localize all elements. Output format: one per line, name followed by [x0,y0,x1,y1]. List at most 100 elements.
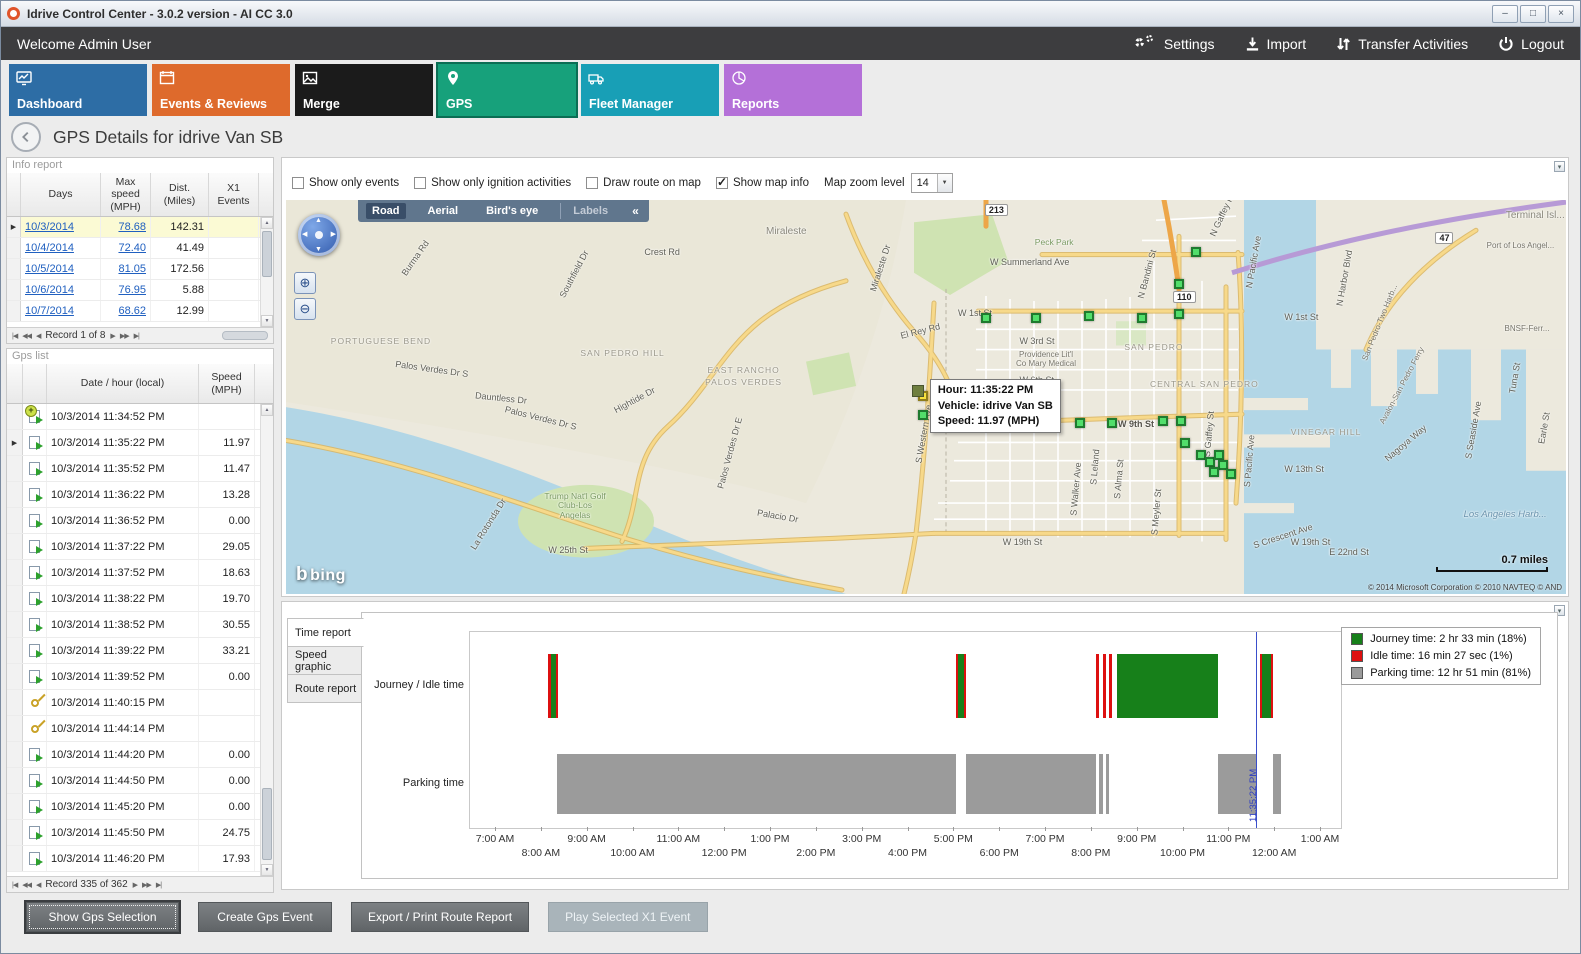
gps-marker[interactable] [1217,459,1228,470]
map-type-road[interactable]: Road [366,203,406,219]
column-header-max-speed[interactable]: Max speed (MPH) [101,173,151,216]
table-row[interactable]: 10/3/2014 11:37:52 PM 18.63 [7,560,273,586]
days-cell[interactable]: 10/3/2014 [21,217,101,237]
table-row[interactable]: ▶ 10/3/2014 78.68 142.31 [7,217,273,238]
scrollbar-thumb[interactable] [262,231,272,277]
table-row[interactable]: 10/3/2014 11:38:52 PM 30.55 [7,612,273,638]
table-row[interactable]: 10/3/2014 11:34:52 PM [7,404,273,430]
gps-marker[interactable] [1205,456,1216,467]
gps-marker[interactable] [1179,438,1190,449]
column-header-dist[interactable]: Dist. (Miles) [151,173,209,216]
max-speed-link[interactable]: 81.05 [118,263,146,275]
gps-marker[interactable] [1191,247,1202,258]
table-row[interactable]: 10/3/2014 11:44:14 PM [7,716,273,742]
pager-last-button[interactable]: ▶| [133,332,140,340]
zoom-out-button[interactable]: ⊖ [294,298,316,320]
pan-left-icon[interactable]: ◀ [302,231,308,238]
tab-merge[interactable]: Merge [295,64,433,116]
gps-marker[interactable] [1175,416,1186,427]
collapse-panel-icon[interactable]: ▾ [1554,161,1565,172]
day-link[interactable]: 10/6/2014 [25,284,74,296]
pager-first-button[interactable]: |◀ [12,332,18,340]
table-row[interactable]: 10/3/2014 11:36:52 PM 0.00 [7,508,273,534]
column-header-speed[interactable]: Speed (MPH) [199,364,255,403]
day-link[interactable]: 10/7/2014 [25,305,74,317]
table-row[interactable]: 10/3/2014 11:45:50 PM 24.75 [7,820,273,846]
pager-prev-button[interactable]: ◀ [35,881,41,889]
checkbox-draw-route[interactable]: Draw route on map [586,177,701,189]
table-row[interactable]: 10/3/2014 11:39:22 PM 33.21 [7,638,273,664]
gps-marker[interactable] [1157,416,1168,427]
minimize-button[interactable]: – [1492,4,1518,23]
scroll-down-icon[interactable]: ▼ [261,315,273,327]
map-type-aerial[interactable]: Aerial [427,205,459,217]
day-link[interactable]: 10/4/2014 [25,242,74,254]
pager-next-button[interactable]: ▶ [110,332,115,340]
pager-prev-button[interactable]: ◀ [35,332,41,340]
map-zoom-select[interactable]: 14 ▼ [910,173,953,193]
table-row[interactable]: 10/3/2014 11:40:15 PM [7,690,273,716]
tab-fleet-manager[interactable]: Fleet Manager [581,64,719,116]
pager-prev-page-button[interactable]: ◀◀ [22,332,32,340]
maximize-button[interactable]: □ [1520,4,1546,23]
table-row[interactable]: 10/5/2014 81.05 172.56 [7,259,273,280]
tab-gps[interactable]: GPS [436,62,578,118]
table-row[interactable]: 10/6/2014 76.95 5.88 [7,280,273,301]
checkbox-show-map-info[interactable]: Show map info [715,175,809,189]
compass-center[interactable] [315,231,323,239]
gps-marker[interactable] [981,313,992,324]
settings-button[interactable]: Settings [1134,35,1215,52]
checkbox-show-only-events[interactable]: Show only events [292,177,399,189]
table-row[interactable]: 10/3/2014 11:35:52 PM 11.47 [7,456,273,482]
table-row[interactable]: 10/3/2014 11:44:20 PM 0.00 [7,742,273,768]
logout-button[interactable]: Logout [1498,36,1564,52]
gps-marker-selected[interactable] [912,384,929,401]
timeline-plot[interactable]: 11:35:22 PM [469,631,1342,829]
gps-marker[interactable] [1214,449,1225,460]
gps-table-scrollbar[interactable]: ▲ ▼ [260,404,273,876]
transfer-activities-button[interactable]: Transfer Activities [1336,36,1468,52]
gps-marker[interactable] [1196,449,1207,460]
info-table-scrollbar[interactable]: ▲ ▼ [260,217,273,327]
back-button[interactable] [11,122,41,152]
horizontal-scrollbar-thumb[interactable] [222,331,268,340]
table-row[interactable]: 10/3/2014 11:39:52 PM 0.00 [7,664,273,690]
gps-marker[interactable] [1137,313,1148,324]
pager-next-button[interactable]: ▶ [132,881,138,889]
day-link[interactable]: 10/5/2014 [25,263,74,275]
import-button[interactable]: Import [1245,36,1306,52]
pager-last-button[interactable]: ▶| [155,881,162,889]
column-header-days[interactable]: Days [21,173,101,216]
table-row[interactable]: 10/3/2014 11:38:22 PM 19.70 [7,586,273,612]
days-cell[interactable]: 10/7/2014 [21,301,101,321]
column-header-x1-events[interactable]: X1 Events [209,173,259,216]
day-link[interactable]: 10/3/2014 [25,221,74,233]
checkbox-show-only-ignition[interactable]: Show only ignition activities [414,177,571,189]
max-speed-link[interactable]: 78.68 [118,221,146,233]
time-cursor[interactable] [1256,632,1258,828]
show-gps-selection-button[interactable]: Show Gps Selection [26,902,179,932]
max-speed-link[interactable]: 68.62 [118,305,146,317]
pager-prev-page-button[interactable]: ◀◀ [22,881,32,889]
tab-reports[interactable]: Reports [724,64,862,116]
gps-marker[interactable] [1083,311,1094,322]
tab-events-reviews[interactable]: Events & Reviews [152,64,290,116]
column-header-datetime[interactable]: Date / hour (local) [47,364,199,403]
pager-next-page-button[interactable]: ▶▶ [142,881,152,889]
gps-marker[interactable] [1174,278,1185,289]
gps-marker[interactable] [1074,418,1085,429]
table-row[interactable]: ▶ 10/3/2014 11:35:22 PM 11.97 [7,430,273,456]
gps-marker[interactable] [1174,309,1185,320]
gps-marker[interactable] [1031,313,1042,324]
table-row[interactable]: 10/3/2014 11:45:20 PM 0.00 [7,794,273,820]
export-print-route-report-button[interactable]: Export / Print Route Report [351,902,530,932]
table-row[interactable]: 10/3/2014 11:36:22 PM 13.28 [7,482,273,508]
table-row[interactable]: 10/3/2014 11:37:22 PM 29.05 [7,534,273,560]
table-row[interactable]: 10/3/2014 11:44:50 PM 0.00 [7,768,273,794]
pan-up-icon[interactable]: ▲ [315,217,322,224]
tab-dashboard[interactable]: Dashboard [9,64,147,116]
play-selected-x1-event-button[interactable]: Play Selected X1 Event [548,902,708,932]
scroll-up-icon[interactable]: ▲ [261,217,273,229]
max-speed-link[interactable]: 72.40 [118,242,146,254]
max-speed-cell[interactable]: 81.05 [101,259,151,279]
